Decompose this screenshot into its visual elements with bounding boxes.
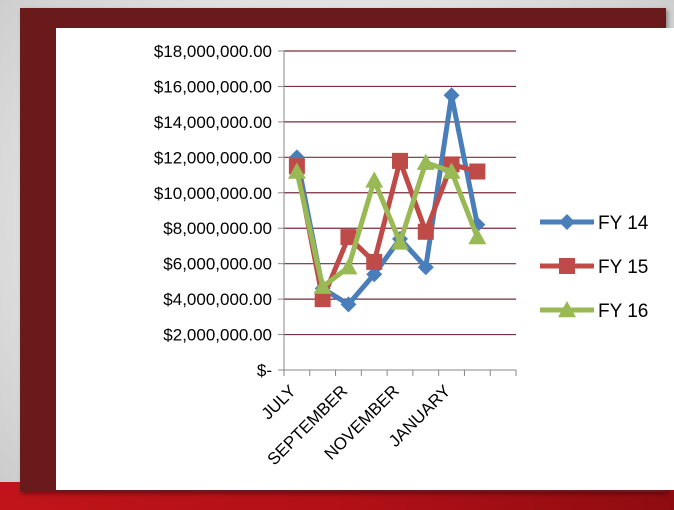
y-tick-label: $14,000,000.00 [154, 113, 272, 132]
data-point [469, 163, 486, 180]
legend-label: FY 14 [598, 213, 649, 234]
legend-marker [558, 301, 576, 318]
legend-label: FY 16 [598, 301, 648, 322]
y-tick-label: $6,000,000.00 [163, 255, 272, 274]
series-line-3 [294, 160, 480, 290]
data-point [443, 87, 460, 104]
data-point [391, 233, 409, 250]
legend-marker [559, 214, 575, 230]
series-line-1 [294, 92, 480, 307]
data-point [417, 223, 434, 240]
data-point [392, 152, 408, 169]
legend-marker [559, 258, 575, 274]
y-tick-label: $10,000,000.00 [154, 184, 272, 203]
y-tick-label: $16,000,000.00 [154, 77, 272, 96]
data-point [417, 259, 434, 276]
y-tick-label: $- [257, 361, 272, 380]
y-tick-label: $18,000,000.00 [154, 42, 272, 61]
y-tick-label: $2,000,000.00 [163, 326, 272, 345]
line-chart: $- $2,000,000.00 $4,000,000.00 $6,000,000.0… [154, 42, 649, 469]
data-point [365, 171, 384, 188]
y-tick-label: $8,000,000.00 [163, 219, 272, 238]
y-tick-label: $4,000,000.00 [163, 290, 272, 309]
legend-label: FY 15 [598, 257, 648, 278]
data-point [442, 162, 461, 179]
y-tick-label: $12,000,000.00 [154, 148, 272, 167]
data-point [366, 266, 383, 283]
data-point [416, 153, 435, 170]
data-point [314, 291, 331, 308]
data-point [366, 253, 383, 270]
data-point [468, 228, 487, 245]
x-tick-label: JULY [258, 381, 300, 423]
chart-area: $- $2,000,000.00 $4,000,000.00 $6,000,000.0… [56, 28, 674, 490]
data-point [339, 258, 358, 275]
data-point [340, 296, 357, 313]
series-line-2 [294, 158, 478, 302]
chart-frame: $- $2,000,000.00 $4,000,000.00 $6,000,000.0… [20, 8, 674, 492]
data-point [340, 229, 357, 246]
data-point [313, 277, 332, 294]
data-point [287, 162, 306, 179]
